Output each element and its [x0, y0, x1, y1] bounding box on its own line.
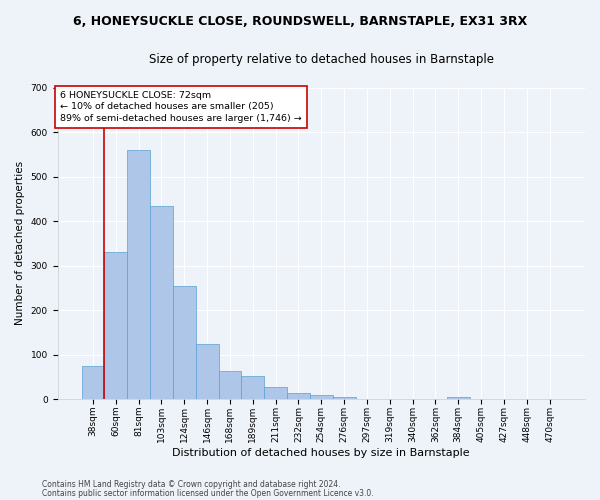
Text: 6, HONEYSUCKLE CLOSE, ROUNDSWELL, BARNSTAPLE, EX31 3RX: 6, HONEYSUCKLE CLOSE, ROUNDSWELL, BARNST… [73, 15, 527, 28]
X-axis label: Distribution of detached houses by size in Barnstaple: Distribution of detached houses by size … [172, 448, 470, 458]
Bar [173, 286, 196, 400]
Text: Contains HM Land Registry data © Crown copyright and database right 2024.: Contains HM Land Registry data © Crown c… [42, 480, 341, 489]
Bar [447, 397, 470, 400]
Bar [150, 206, 173, 400]
Bar [82, 366, 104, 400]
Bar [332, 397, 356, 400]
Text: 6 HONEYSUCKLE CLOSE: 72sqm
← 10% of detached houses are smaller (205)
89% of sem: 6 HONEYSUCKLE CLOSE: 72sqm ← 10% of deta… [60, 90, 302, 123]
Bar [264, 387, 287, 400]
Bar [127, 150, 150, 400]
Text: Contains public sector information licensed under the Open Government Licence v3: Contains public sector information licen… [42, 488, 374, 498]
Bar [218, 372, 241, 400]
Y-axis label: Number of detached properties: Number of detached properties [15, 162, 25, 326]
Bar [287, 392, 310, 400]
Bar [241, 376, 264, 400]
Bar [104, 252, 127, 400]
Bar [310, 395, 332, 400]
Title: Size of property relative to detached houses in Barnstaple: Size of property relative to detached ho… [149, 52, 494, 66]
Bar [196, 344, 218, 400]
